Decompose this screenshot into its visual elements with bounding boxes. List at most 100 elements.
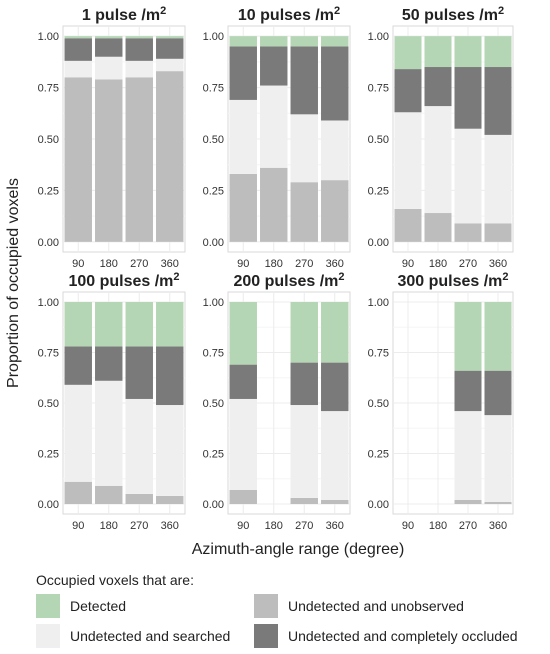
x-tick-label: 180 xyxy=(265,520,283,532)
y-tick-label: 1.00 xyxy=(368,31,389,43)
bar-segment-unobserved xyxy=(229,173,257,242)
bar-segment-detected xyxy=(424,36,452,68)
panel-title: 50 pulses /m2 xyxy=(402,5,504,24)
bar-segment-unobserved xyxy=(321,499,349,505)
legend-swatch-detected xyxy=(36,594,60,618)
y-tick-label: 1.00 xyxy=(38,297,59,309)
bar-segment-searched xyxy=(156,405,184,496)
bar-segment-unobserved xyxy=(290,182,318,242)
bar-segment-occluded xyxy=(95,38,123,57)
y-tick-label: 0.50 xyxy=(203,398,224,410)
bar-segment-occluded xyxy=(454,370,482,412)
bar-segment-unobserved xyxy=(394,208,422,242)
bar-segment-occluded xyxy=(484,67,512,135)
bar-segment-detected xyxy=(260,36,288,47)
bar-segment-searched xyxy=(484,134,512,224)
y-tick-label: 0.75 xyxy=(38,83,59,95)
y-tick-label: 0.50 xyxy=(38,134,59,146)
bar-segment-unobserved xyxy=(125,77,153,242)
legend-swatch-occluded xyxy=(254,624,278,648)
bar-segment-occluded xyxy=(125,38,153,61)
x-tick-label: 270 xyxy=(295,520,313,532)
panel-title-superscript: 2 xyxy=(502,271,508,283)
legend-label-searched: Undetected and searched xyxy=(70,628,231,644)
x-tick-label: 90 xyxy=(402,520,414,532)
y-tick-label: 0.00 xyxy=(203,237,224,249)
bar-segment-searched xyxy=(454,411,482,500)
y-tick-label: 0.50 xyxy=(368,134,389,146)
bar-segment-searched xyxy=(454,128,482,224)
bar-segment-occluded xyxy=(290,362,318,406)
bar-segment-unobserved xyxy=(95,485,123,505)
x-tick-label: 270 xyxy=(459,520,477,532)
x-tick-label: 180 xyxy=(429,520,447,532)
bar-segment-occluded xyxy=(156,346,184,406)
panel-title-superscript: 2 xyxy=(498,5,504,17)
bar-segment-detected xyxy=(484,301,512,371)
y-tick-label: 1.00 xyxy=(38,31,59,43)
x-tick-label: 360 xyxy=(489,258,507,270)
y-tick-label: 0.75 xyxy=(203,347,224,359)
y-axis-label: Proportion of occupied voxels xyxy=(5,178,22,388)
bar-segment-searched xyxy=(394,112,422,209)
panel-2: 10 pulses /m2 0.00 0.25 0.50 0.75 1.00 90 180 27… xyxy=(203,5,351,270)
bar-segment-searched xyxy=(64,384,92,482)
y-tick-label: 0.00 xyxy=(368,499,389,511)
y-tick-label: 0.25 xyxy=(368,449,389,461)
bar-segment-occluded xyxy=(156,38,184,59)
bar-segment-detected xyxy=(454,36,482,68)
bar-segment-searched xyxy=(95,380,123,486)
bar-segment-detected xyxy=(229,36,257,47)
bar-segment-unobserved xyxy=(484,501,512,505)
panel-title: 1 pulse /m2 xyxy=(82,5,166,24)
x-tick-label: 90 xyxy=(72,520,84,532)
x-tick-label: 90 xyxy=(402,258,414,270)
bar-segment-searched xyxy=(290,114,318,183)
panel-title: 300 pulses /m2 xyxy=(397,271,508,290)
bar-segment-occluded xyxy=(229,364,257,399)
y-tick-label: 0.00 xyxy=(368,237,389,249)
bar-segment-searched xyxy=(290,405,318,498)
bar-segment-unobserved xyxy=(290,497,318,505)
panel-title-text: 50 pulses /m xyxy=(402,7,498,24)
panel-title: 100 pulses /m2 xyxy=(68,271,179,290)
legend: Occupied voxels that are: Detected Undet… xyxy=(36,568,548,654)
x-tick-label: 270 xyxy=(130,258,148,270)
legend-title: Occupied voxels that are: xyxy=(36,572,194,588)
x-tick-label: 270 xyxy=(295,258,313,270)
bar-segment-detected xyxy=(484,36,512,68)
y-tick-label: 0.50 xyxy=(38,398,59,410)
bar-segment-unobserved xyxy=(454,499,482,505)
panel-title-superscript: 2 xyxy=(173,271,179,283)
bar-segment-searched xyxy=(321,411,349,500)
bar-segment-searched xyxy=(260,85,288,168)
panel-title-superscript: 2 xyxy=(160,5,166,17)
bar-segment-searched xyxy=(424,106,452,214)
bar-segment-unobserved xyxy=(321,180,349,242)
bar-segment-searched xyxy=(125,398,153,494)
bar-segment-detected xyxy=(156,301,184,347)
bar-segment-occluded xyxy=(64,346,92,385)
bar-segment-occluded xyxy=(321,362,349,412)
x-tick-label: 360 xyxy=(161,258,179,270)
panel-5: 200 pulses /m2 0.00 0.25 0.50 0.75 1.00 90 180 2… xyxy=(203,271,351,532)
x-tick-label: 90 xyxy=(237,258,249,270)
bar-segment-unobserved xyxy=(260,167,288,242)
panel-title: 10 pulses /m2 xyxy=(238,5,340,24)
panel-4: 100 pulses /m2 0.00 0.25 0.50 0.75 1.00 90 180 2… xyxy=(38,271,186,532)
panel-title: 200 pulses /m2 xyxy=(233,271,344,290)
x-tick-label: 270 xyxy=(459,258,477,270)
y-tick-label: 1.00 xyxy=(368,297,389,309)
bar-segment-detected xyxy=(95,36,123,39)
bar-segment-detected xyxy=(321,36,349,47)
bar-segment-occluded xyxy=(125,346,153,399)
bar-segment-occluded xyxy=(484,370,512,416)
bar-segment-occluded xyxy=(394,69,422,113)
bar-segment-unobserved xyxy=(484,223,512,242)
legend-label-detected: Detected xyxy=(70,598,127,614)
bar-segment-unobserved xyxy=(95,79,123,242)
bar-segment-detected xyxy=(229,301,257,365)
bar-segment-searched xyxy=(484,415,512,502)
bar-segment-searched xyxy=(125,60,153,78)
x-tick-label: 90 xyxy=(237,520,249,532)
